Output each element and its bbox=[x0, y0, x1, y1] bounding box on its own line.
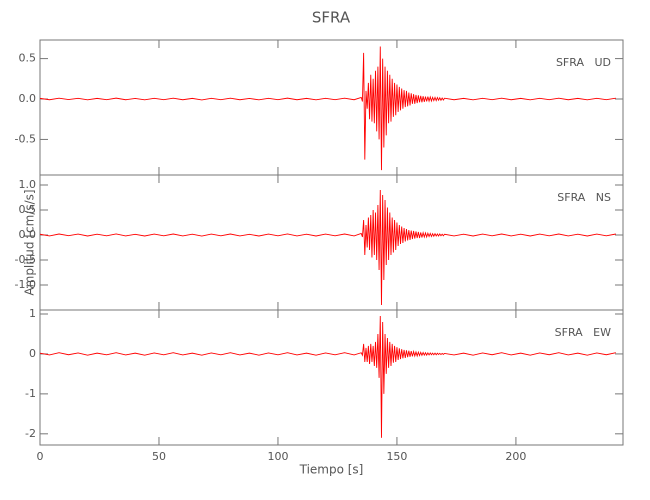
y-tick-label: 0.5 bbox=[19, 52, 37, 65]
x-tick-label: 50 bbox=[152, 450, 166, 463]
chart-title: SFRA bbox=[312, 9, 351, 27]
x-tick-label: 150 bbox=[386, 450, 407, 463]
y-tick-label: 1 bbox=[29, 307, 36, 320]
y-tick-label: -1.0 bbox=[15, 278, 36, 291]
y-tick-label: 0.5 bbox=[19, 203, 37, 216]
y-tick-label: 0.0 bbox=[19, 92, 37, 105]
waveform bbox=[39, 46, 616, 171]
y-tick-label: 0 bbox=[29, 347, 36, 360]
plot-frame bbox=[39, 309, 624, 446]
y-tick-label: 1.0 bbox=[19, 178, 37, 191]
x-tick-label: 200 bbox=[505, 450, 526, 463]
waveform bbox=[39, 189, 616, 306]
y-tick-label: -2 bbox=[25, 427, 36, 440]
trace-label: SFRA EW bbox=[555, 326, 611, 339]
waveform bbox=[39, 315, 616, 438]
y-tick-label: -0.5 bbox=[15, 132, 36, 145]
y-tick-label: -1 bbox=[25, 387, 36, 400]
trace-label: SFRA NS bbox=[557, 191, 611, 204]
x-tick-label: 0 bbox=[37, 450, 44, 463]
y-tick-label: 0.0 bbox=[19, 228, 37, 241]
x-tick-label: 100 bbox=[267, 450, 288, 463]
y-axis-label: Amplitud [cm/s/s] bbox=[23, 189, 37, 295]
x-axis-label: Tiempo [s] bbox=[299, 463, 364, 477]
trace-label: SFRA UD bbox=[556, 56, 611, 69]
y-tick-label: -0.5 bbox=[15, 253, 36, 266]
